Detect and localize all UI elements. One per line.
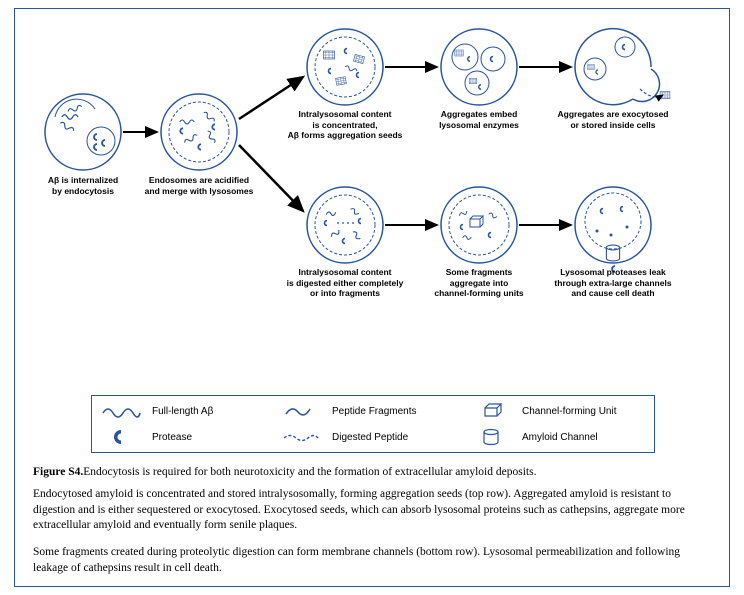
cell-c4b <box>441 187 517 263</box>
label-c1: Aβ is internalizedby endocytosis <box>35 175 131 196</box>
digested-icon <box>280 429 322 445</box>
full-length-icon <box>100 403 142 419</box>
cell-c3a <box>307 29 383 105</box>
arrows <box>123 67 571 225</box>
fragment-icon <box>280 403 322 419</box>
amyloid-channel-icon <box>470 429 512 445</box>
legend-item: Amyloid Channel <box>470 429 644 445</box>
flow-diagram <box>15 9 731 389</box>
label-c3b: Intralysosomal contentis digested either… <box>281 267 409 299</box>
legend-item: Peptide Fragments <box>280 403 454 419</box>
cell-c4a <box>441 29 517 105</box>
legend-item: Digested Peptide <box>280 429 454 445</box>
legend-item: Full-length Aβ <box>100 403 264 419</box>
cell-c1 <box>45 94 121 170</box>
cell-c5b <box>575 187 651 273</box>
legend: Full-length Aβ Protease Peptide Fragment… <box>91 395 655 453</box>
legend-label: Digested Peptide <box>332 432 408 443</box>
legend-label: Full-length Aβ <box>152 406 213 417</box>
legend-label: Amyloid Channel <box>522 432 598 443</box>
caption-p2: Some fragments created during proteolyti… <box>33 545 713 576</box>
label-c2: Endosomes are acidifiedand merge with ly… <box>143 175 255 196</box>
label-c4a: Aggregates embedlysosomal enzymes <box>423 109 535 130</box>
legend-item: Protease <box>100 429 264 445</box>
label-c5a: Aggregates are exocytosedor stored insid… <box>551 109 675 130</box>
legend-label: Channel-forming Unit <box>522 406 617 417</box>
caption-p1: Endocytosed amyloid is concentrated and … <box>33 487 713 534</box>
label-c5b: Lysosomal proteases leakthrough extra-la… <box>549 267 677 299</box>
cell-c2 <box>161 94 237 170</box>
cell-c3b <box>307 187 383 263</box>
legend-label: Peptide Fragments <box>332 406 417 417</box>
figure-frame: Aβ is internalizedby endocytosis Endosom… <box>14 8 730 587</box>
cell-c5a <box>575 29 670 105</box>
legend-item: Channel-forming Unit <box>470 403 644 419</box>
caption-title: Figure S4.Endocytosis is required for bo… <box>33 465 713 481</box>
caption-title-prefix: Figure S4. <box>33 466 83 478</box>
channel-unit-icon <box>470 403 512 419</box>
legend-label: Protease <box>152 432 192 443</box>
label-c4b: Some fragmentsaggregate intochannel-form… <box>423 267 535 299</box>
label-c3a: Intralysosomal contentis concentrated,Aβ… <box>285 109 405 141</box>
protease-icon <box>100 429 142 445</box>
caption-title-rest: Endocytosis is required for both neuroto… <box>83 466 536 478</box>
